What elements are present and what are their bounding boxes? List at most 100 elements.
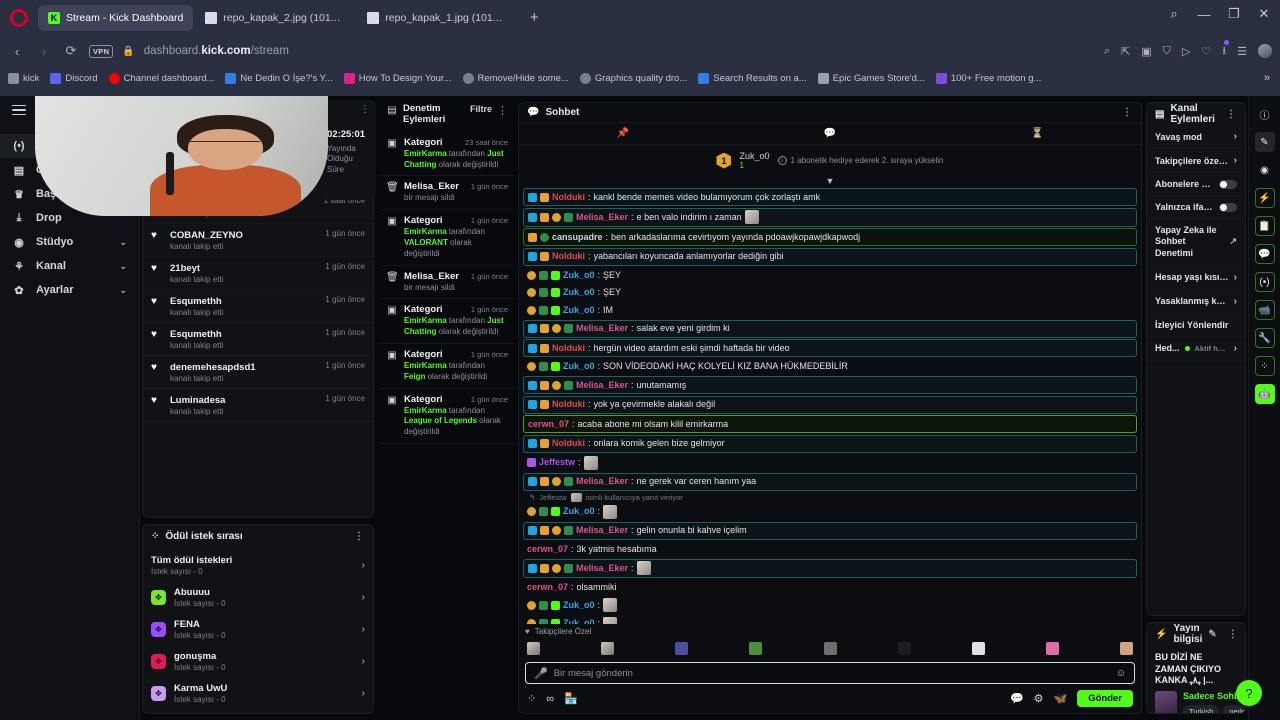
list-item[interactable]: ▣ Kategori 1 gün önce EmirKarma tarafında… <box>380 299 514 345</box>
list-item[interactable]: ✥ Abuuuu İstek sayısı - 0 › <box>143 581 373 613</box>
list-item[interactable]: 🗑 Melisa_Eker 1 gün önce bir mesajı sildi <box>380 176 514 211</box>
emote-settings-icon[interactable]: 🦋 <box>1053 693 1068 705</box>
chat-username[interactable]: cerwn_07 <box>527 543 569 554</box>
opera-logo-icon[interactable] <box>10 9 28 27</box>
close-icon[interactable]: ✕ <box>1258 6 1270 21</box>
channel-action-emotes-only[interactable]: Yalnızca ifadelerle... <box>1147 196 1245 219</box>
chat-message[interactable]: Zuk_o0: <box>523 615 1137 624</box>
chat-username[interactable]: Melisa_Eker <box>576 379 629 390</box>
reload-button[interactable]: ⟳ <box>65 43 77 58</box>
chat-username[interactable]: Nolduki <box>552 399 585 409</box>
vpn-badge[interactable]: VPN <box>89 44 114 58</box>
microphone-icon[interactable]: 🎤 <box>534 667 548 680</box>
moderation-more-icon[interactable]: ⋮ <box>497 105 508 117</box>
chat-username[interactable]: Melisa_Eker <box>576 476 629 486</box>
chat-icon[interactable]: 💬 <box>1254 244 1275 264</box>
studio-icon[interactable]: ◉ <box>1260 164 1269 176</box>
chat-message[interactable]: Zuk_o0: <box>523 597 1137 614</box>
list-item[interactable]: 🗑 Melisa_Eker 1 gün önce bir mesajı sildi <box>380 266 514 300</box>
channel-action-account-age[interactable]: Hesap yaşı kısıtlaması › <box>1147 266 1245 290</box>
chat-message[interactable]: Zuk_o0: IM <box>523 302 1137 318</box>
chat-username[interactable]: Zuk_o0 <box>563 269 595 280</box>
browser-tab-2[interactable]: repo_kapak_1.jpg (1011×5 <box>357 5 517 31</box>
search-icon[interactable]: ⌕ <box>1170 6 1178 21</box>
collapse-leaderboard-icon[interactable]: ▼ <box>825 176 835 186</box>
list-item[interactable]: ♥ COBAN_ZEYNO kanalı takip etti 1 gün önc… <box>143 224 373 257</box>
chat-message[interactable]: Melisa_Eker: ne gerek var ceren hanım ya… <box>523 472 1137 491</box>
bookmark-item[interactable]: 100+ Free motion g... <box>935 72 1041 84</box>
chat-input-placeholder[interactable]: Bir mesaj gönderin <box>553 667 633 679</box>
toggle-switch[interactable] <box>1219 202 1237 212</box>
channel-action-banned-words[interactable]: Yasaklanmış kelimeler › <box>1147 290 1245 314</box>
bookmark-item[interactable]: Discord <box>50 72 98 84</box>
bookmarks-overflow-button[interactable]: » <box>1263 72 1270 84</box>
stream-category[interactable]: Sadece Sohbet <box>1183 691 1246 702</box>
help-button[interactable]: ? <box>1236 680 1262 706</box>
bolt-icon[interactable]: ⚡ <box>1254 188 1275 208</box>
emote-image[interactable] <box>1120 642 1133 655</box>
downloads-icon[interactable]: ⭳ <box>1222 39 1229 61</box>
chat-message-list[interactable]: Nolduki: kankl bende memes video bulamıy… <box>519 188 1141 624</box>
channel-action-slow-mode[interactable]: Yavaş mod › <box>1147 125 1245 149</box>
chat-username[interactable]: Melisa_Eker <box>576 525 629 535</box>
chat-message[interactable]: Melisa_Eker: salak eve yeni girdim ki <box>523 319 1137 338</box>
menu-icon[interactable]: ☰ <box>1237 45 1247 58</box>
bookmark-item[interactable]: Remove/Hide some... <box>462 72 569 84</box>
chat-message[interactable]: Nolduki: onlara komik gelen bize gelmiyo… <box>523 434 1137 453</box>
chat-username[interactable]: Zuk_o0 <box>563 304 595 315</box>
channel-actions-more-icon[interactable]: ⋮ <box>1226 108 1237 120</box>
info-icon[interactable]: ⓘ <box>1259 110 1270 122</box>
chat-message[interactable]: Melisa_Eker: <box>523 558 1137 578</box>
broadcast-icon[interactable]: (•) <box>1254 272 1275 292</box>
browser-tab-0[interactable]: Stream - Kick Dashboard <box>38 5 194 31</box>
channel-action-ai-moderation[interactable]: Yapay Zeka ile Sohbet Denetimi ↗ <box>1147 219 1245 266</box>
tag-chip[interactable]: Turkish <box>1183 705 1220 713</box>
list-item[interactable]: ♥ denemehesapdsd1 kanalı takip etti 1 gün… <box>143 356 373 389</box>
chat-settings-icon[interactable]: 💬 <box>1009 693 1024 705</box>
chat-message[interactable]: cerwn_07: 3k yatmis hesabıma <box>527 543 657 554</box>
moderation-filter-button[interactable]: Filtre <box>469 104 492 114</box>
emote-image[interactable] <box>601 642 615 655</box>
bookmark-item[interactable]: kick <box>8 72 39 84</box>
chat-username[interactable]: cerwn_07 <box>528 418 570 429</box>
chat-message[interactable]: Nolduki: hergün video atardım eski şimdi… <box>523 339 1137 357</box>
chat-username[interactable]: Nolduki <box>552 251 585 261</box>
chat-username[interactable]: cerwn_07 <box>527 581 569 592</box>
snapshot-icon[interactable]: ▣ <box>1141 45 1152 58</box>
emote-image[interactable] <box>1045 642 1059 655</box>
list-item[interactable]: ♥ Esqumethh kanalı takip etti 1 gün önce <box>143 290 373 323</box>
robot-icon[interactable]: 🤖 <box>1254 384 1275 404</box>
gear-icon[interactable]: ⚙ <box>1033 693 1044 705</box>
zoom-icon[interactable]: ⌕ <box>1103 44 1111 57</box>
chat-more-icon[interactable]: ⋮ <box>1122 107 1133 118</box>
timer-more-icon[interactable]: ⋮ <box>360 104 371 115</box>
chat-username[interactable]: cansupadre <box>552 231 603 242</box>
forward-button[interactable]: › <box>41 43 47 59</box>
emote-image[interactable] <box>675 642 689 655</box>
pencil-icon[interactable]: ✎ <box>1254 132 1275 152</box>
chat-username[interactable]: Zuk_o0 <box>563 361 595 371</box>
pencil-icon[interactable]: ✎ <box>1208 628 1218 640</box>
recent-emotes-bar[interactable] <box>519 639 1141 658</box>
channel-action-goals[interactable]: Hed... Aktif hedefler - 2 › <box>1147 337 1245 361</box>
chat-message[interactable]: Zuk_o0: SON VİDEODAKİ HAÇ KOLYELİ KIZ BA… <box>523 359 1137 375</box>
chat-username[interactable]: Zuk_o0 <box>563 287 595 297</box>
chat-message[interactable]: Melisa_Eker: e ben valo indirim ı zaman <box>523 207 1137 227</box>
pin-icon[interactable]: 📌 <box>616 128 629 139</box>
chat-message[interactable]: Zuk_o0: ŞEY <box>523 267 1137 283</box>
chat-message[interactable]: Nolduki: kankl bende memes video bulamıy… <box>523 188 1137 206</box>
hamburger-menu-icon[interactable] <box>12 104 26 116</box>
chat-username[interactable]: Jeffestw <box>539 457 576 467</box>
list-item[interactable]: ▣ Kategori 1 gün önce EmirKarma tarafında… <box>380 389 514 444</box>
hourglass-icon[interactable]: ⏳ <box>1031 128 1044 139</box>
channel-action-subs-only[interactable]: Abonelere özel... <box>1147 173 1245 196</box>
bookmark-item[interactable]: Graphics quality dro... <box>579 72 687 84</box>
restore-icon[interactable]: ❐ <box>1228 6 1240 21</box>
emote-image[interactable] <box>749 642 763 655</box>
chat-input-box[interactable]: 🎤 Bir mesaj gönderin ☺ <box>525 662 1135 684</box>
emote-image[interactable] <box>971 642 985 655</box>
emoji-picker-icon[interactable]: ☺ <box>1115 667 1126 679</box>
bookmark-item[interactable]: Epic Games Store'd... <box>817 72 925 84</box>
list-item[interactable]: ✥ Karma UwU İstek sayısı - 0 › <box>143 677 373 709</box>
shield-icon[interactable]: ⛉ <box>1162 44 1171 57</box>
